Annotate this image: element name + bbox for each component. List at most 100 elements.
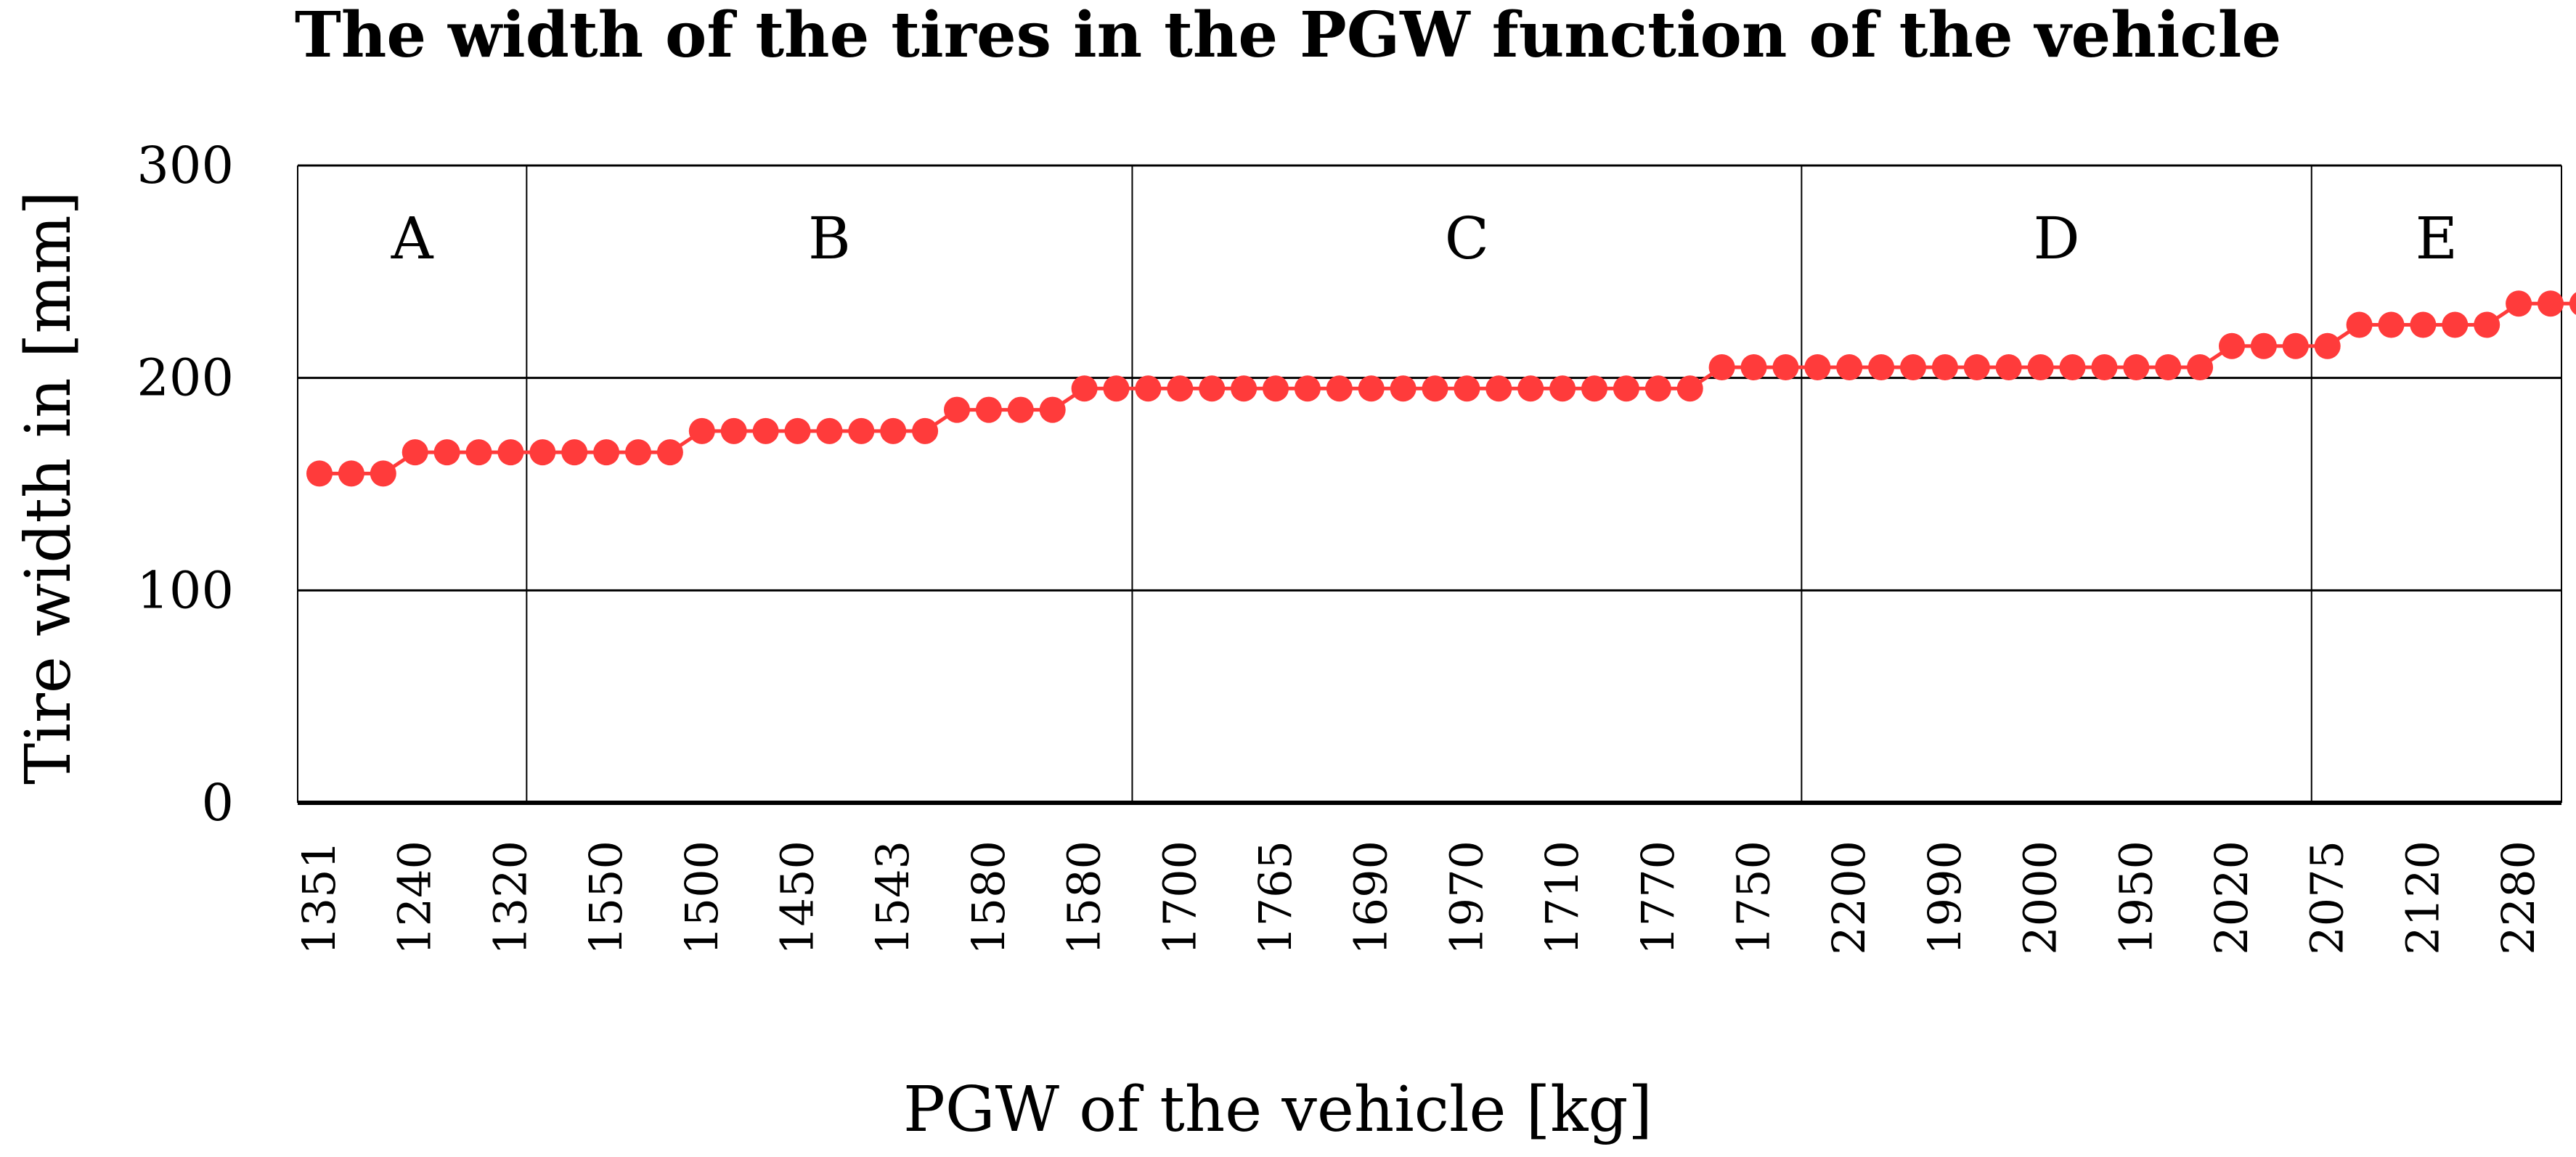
chart-title: The width of the tires in the PGW functi…: [295, 0, 2281, 72]
data-point: [2187, 354, 2214, 381]
x-tick-label: 1710: [1536, 841, 1589, 955]
region-label: A: [391, 205, 434, 272]
data-point: [2219, 332, 2245, 359]
data-point: [2474, 311, 2500, 338]
data-point: [2569, 292, 2576, 315]
data-point: [1231, 375, 1258, 402]
data-point: [1390, 375, 1417, 402]
x-tick-label: 2280: [2492, 841, 2545, 955]
data-point: [656, 439, 683, 466]
region-label: C: [1445, 205, 1489, 272]
x-tick-label: 1750: [1727, 841, 1780, 955]
data-point: [1613, 375, 1639, 402]
series: [306, 290, 2576, 487]
data-point: [1167, 375, 1194, 402]
x-tick-label: 1580: [1058, 841, 1111, 955]
data-point: [561, 439, 588, 466]
x-tick-label: 1320: [484, 841, 537, 955]
data-point: [688, 417, 715, 444]
x-axis-label: PGW of the vehicle [kg]: [903, 1074, 1652, 1146]
x-tick-label: 2120: [2396, 841, 2449, 955]
x-tick-label: 1240: [388, 841, 441, 955]
data-point: [338, 460, 364, 487]
x-tick-label: 1990: [1918, 841, 1971, 955]
data-point: [2346, 311, 2373, 338]
data-point: [816, 417, 843, 444]
data-point: [1071, 375, 1098, 402]
data-point: [2282, 332, 2309, 359]
region-label: E: [2416, 205, 2458, 272]
data-point: [2506, 290, 2532, 317]
data-point: [1199, 375, 1226, 402]
data-point: [529, 439, 556, 466]
data-point: [2059, 354, 2086, 381]
data-point: [433, 439, 460, 466]
data-point: [2442, 311, 2469, 338]
data-point: [784, 417, 811, 444]
data-point: [625, 439, 651, 466]
data-point: [465, 439, 492, 466]
x-tick-label: 1550: [579, 841, 632, 955]
x-tick-label: 1950: [2109, 841, 2162, 955]
x-tick-label: 1970: [1440, 841, 1493, 955]
x-tick-label: 2200: [1822, 841, 1875, 955]
y-tick-label: 100: [136, 560, 234, 620]
y-tick-label: 0: [201, 773, 234, 833]
data-point: [1326, 375, 1353, 402]
data-point: [1963, 354, 1990, 381]
data-point: [2314, 332, 2341, 359]
data-point: [2250, 332, 2277, 359]
x-tick-label: 1765: [1249, 841, 1302, 955]
data-point: [848, 417, 875, 444]
data-point: [1900, 354, 1926, 381]
data-point: [1485, 375, 1512, 402]
x-tick-label: 1690: [1345, 841, 1398, 955]
y-axis-ticks: 0 100 200 300: [136, 136, 234, 833]
data-point: [497, 439, 524, 466]
x-axis-ticks: 1351 1240 1320 1550 1500 1450 1543 1580 1580 1700…: [293, 841, 2545, 955]
data-point: [1039, 396, 1066, 423]
y-tick-label: 200: [136, 348, 234, 408]
data-point: [1517, 375, 1544, 402]
data-point: [1294, 375, 1321, 402]
region-label: D: [2033, 205, 2079, 272]
data-point: [720, 417, 747, 444]
data-point: [912, 417, 939, 444]
x-tick-label: 1450: [771, 841, 824, 955]
x-tick-label: 1500: [675, 841, 728, 955]
x-tick-label: 1770: [1631, 841, 1684, 955]
x-tick-label: 1543: [866, 841, 919, 955]
x-tick-label: 2075: [2301, 841, 2354, 955]
data-point: [1422, 375, 1448, 402]
data-point: [593, 439, 620, 466]
data-point: [1740, 354, 1767, 381]
data-point: [1995, 354, 2022, 381]
data-point: [1868, 354, 1895, 381]
data-point: [1103, 375, 1130, 402]
data-point: [1644, 375, 1671, 402]
data-point: [1581, 375, 1607, 402]
data-point: [2538, 290, 2564, 317]
data-point: [2091, 354, 2118, 381]
data-point: [402, 439, 428, 466]
x-tick-label: 2020: [2205, 841, 2258, 955]
x-tick-label: 1580: [962, 841, 1015, 955]
data-point: [1549, 375, 1576, 402]
data-point: [370, 460, 396, 487]
data-point: [1804, 354, 1831, 381]
data-point: [2123, 354, 2150, 381]
data-point: [2027, 354, 2054, 381]
region-label: B: [808, 205, 851, 272]
data-point: [2378, 311, 2405, 338]
data-point: [306, 460, 333, 487]
data-point: [1931, 354, 1958, 381]
data-point: [880, 417, 907, 444]
regions: A B C D E: [297, 165, 2562, 803]
grid: [298, 164, 2561, 805]
data-point: [975, 396, 1002, 423]
data-point: [1263, 375, 1289, 402]
x-tick-label: 2000: [2014, 841, 2067, 955]
data-point: [1135, 375, 1162, 402]
data-point: [944, 396, 970, 423]
